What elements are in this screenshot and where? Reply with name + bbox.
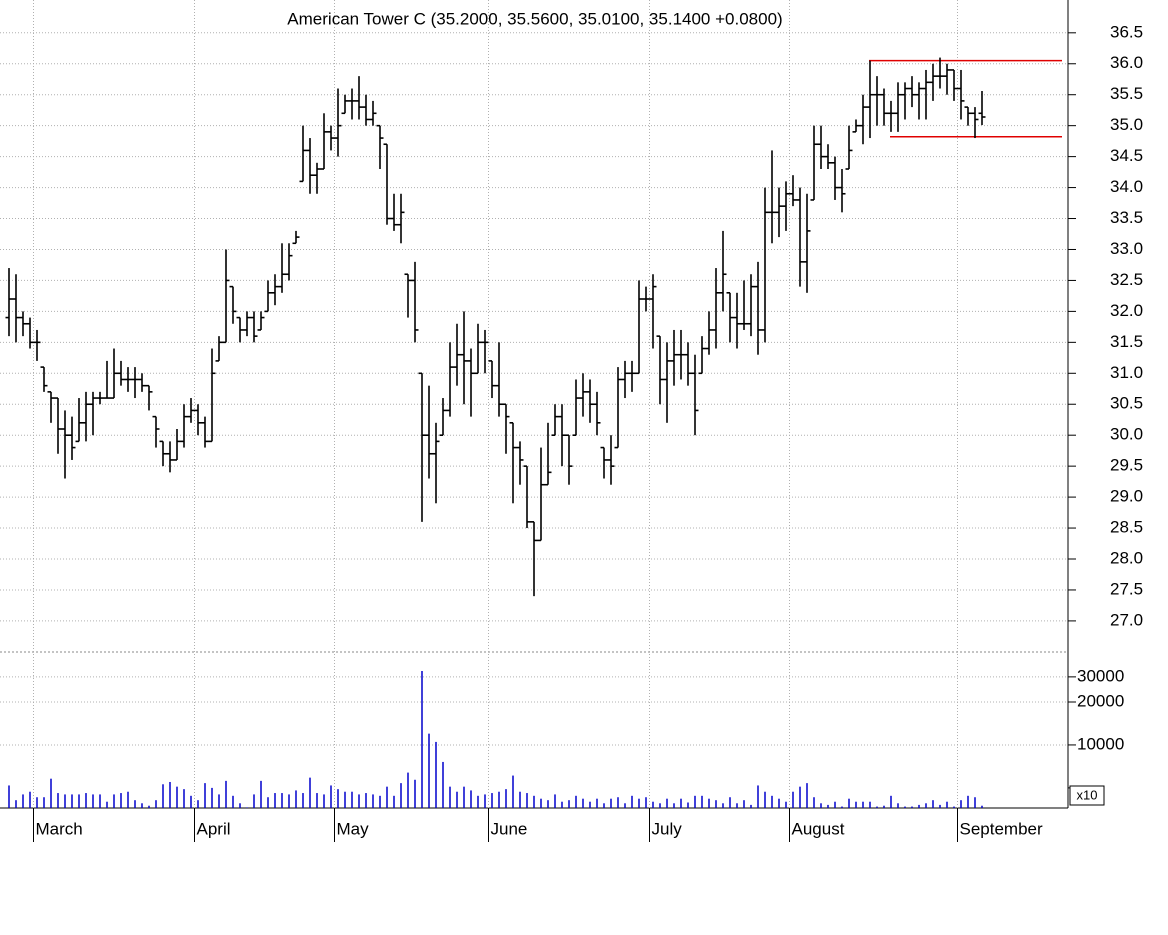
x-tick-label: July <box>652 819 683 838</box>
y-tick-label: 32.0 <box>1110 301 1143 320</box>
y-tick-label: 31.5 <box>1110 332 1143 351</box>
y-tick-label: 35.5 <box>1110 84 1143 103</box>
x-tick-label: August <box>792 819 845 838</box>
x-tick-label: September <box>960 819 1043 838</box>
volume-tick-label: 20000 <box>1077 691 1124 710</box>
chart-subtitle: American Tower C (35.2000, 35.5600, 35.0… <box>287 9 782 28</box>
y-tick-label: 30.0 <box>1110 425 1143 444</box>
y-tick-label: 27.5 <box>1110 579 1143 598</box>
y-tick-label: 35.0 <box>1110 115 1143 134</box>
y-tick-label: 32.5 <box>1110 270 1143 289</box>
x-tick-label: June <box>491 819 528 838</box>
multiplier-label: x10 <box>1077 787 1098 802</box>
y-tick-label: 27.0 <box>1110 610 1143 629</box>
y-tick-label: 34.0 <box>1110 177 1143 196</box>
y-tick-label: 28.5 <box>1110 518 1143 537</box>
x-tick-label: May <box>337 819 370 838</box>
y-tick-label: 30.5 <box>1110 394 1143 413</box>
y-tick-label: 33.0 <box>1110 239 1143 258</box>
y-tick-label: 31.0 <box>1110 363 1143 382</box>
y-tick-label: 29.5 <box>1110 456 1143 475</box>
multiplier-box <box>1069 785 1105 806</box>
y-tick-label: 36.0 <box>1110 53 1143 72</box>
volume-tick-label: 30000 <box>1077 666 1124 685</box>
y-tick-label: 33.5 <box>1110 208 1143 227</box>
y-tick-label: 28.0 <box>1110 548 1143 567</box>
volume-tick-label: 10000 <box>1077 734 1124 753</box>
y-tick-label: 36.5 <box>1110 22 1143 41</box>
x-tick-label: April <box>197 819 231 838</box>
x-tick-label: March <box>36 819 83 838</box>
y-tick-label: 29.0 <box>1110 487 1143 506</box>
y-tick-label: 34.5 <box>1110 146 1143 165</box>
